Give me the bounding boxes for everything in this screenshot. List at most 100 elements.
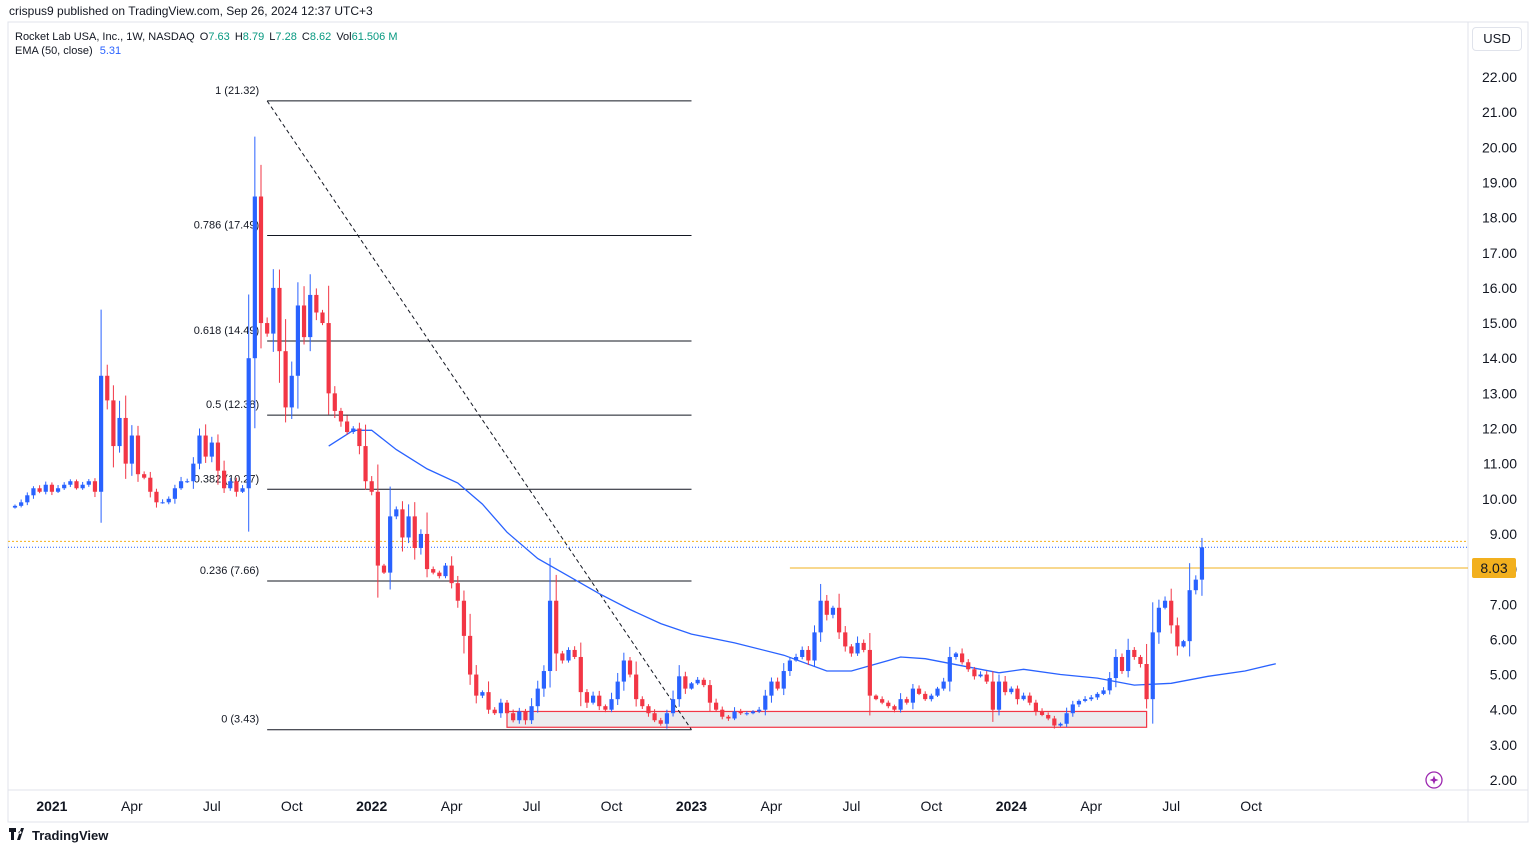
time-tick-label: Apr	[121, 798, 143, 814]
candle-body	[880, 699, 885, 703]
symbol-name[interactable]: Rocket Lab USA, Inc., 1W, NASDAQ	[15, 31, 195, 43]
candle-body	[886, 702, 891, 707]
fib-level-label: 0.618 (14.49)	[194, 325, 259, 337]
candle-body	[209, 442, 214, 457]
candle-body	[320, 312, 325, 324]
time-tick-label: Jul	[203, 798, 221, 814]
ema-row[interactable]: EMA (50, close) 5.31	[15, 44, 398, 58]
candle-body	[750, 711, 756, 714]
price-tick-label: 20.00	[1482, 139, 1517, 155]
candle-body	[1015, 688, 1020, 700]
candle-body	[99, 375, 104, 492]
price-tick-label: 18.00	[1482, 210, 1517, 226]
ema-line	[328, 429, 1276, 686]
candle-body	[1107, 678, 1112, 691]
candle-body	[578, 656, 583, 693]
candle-body	[658, 720, 663, 724]
tradingview-brand[interactable]: TradingView	[9, 828, 108, 843]
high-value: 8.79	[242, 31, 265, 43]
candle-body	[800, 649, 805, 657]
candle-body	[418, 533, 423, 549]
candle-body	[1199, 547, 1205, 580]
fib-level-label: 0.236 (7.66)	[200, 565, 259, 577]
candle-body	[68, 481, 73, 485]
candle-body	[178, 481, 184, 489]
candle-body	[849, 646, 854, 654]
candle-body	[1095, 693, 1100, 698]
chart-frame	[7, 21, 1529, 823]
candle-body	[597, 695, 602, 707]
ema-value: 5.31	[99, 45, 122, 57]
candle-body	[166, 498, 171, 503]
candle-body	[74, 481, 79, 489]
candle-body	[185, 481, 190, 483]
candle-body	[1144, 664, 1149, 700]
fib-level-label: 0.5 (12.38)	[206, 399, 259, 411]
candle-body	[375, 491, 380, 566]
candle-body	[781, 671, 786, 689]
candle-body	[1009, 688, 1014, 693]
time-tick-label: Jul	[523, 798, 541, 814]
candle-body	[234, 481, 239, 492]
candle-body	[498, 702, 503, 714]
candle-body	[763, 695, 768, 710]
candle-body	[855, 642, 860, 654]
candle-body	[1058, 723, 1063, 726]
candle-body	[910, 688, 915, 703]
candle-body	[215, 442, 221, 471]
candle-body	[1033, 702, 1038, 712]
candle-body	[1181, 641, 1186, 647]
candle-body	[443, 565, 448, 577]
candle-body	[689, 683, 694, 689]
candle-body	[1156, 607, 1161, 633]
candle-body	[634, 674, 639, 700]
candle-body	[431, 569, 436, 573]
candle-body	[406, 516, 411, 538]
candle-body	[135, 435, 141, 475]
candle-body	[603, 706, 608, 710]
time-tick-label: Apr	[1080, 798, 1102, 814]
resistance-price-badge	[1472, 558, 1516, 579]
candle-body	[1113, 656, 1118, 679]
candle-body	[566, 649, 571, 661]
candle-body	[160, 502, 165, 504]
candle-body	[338, 410, 344, 422]
candle-body	[117, 417, 122, 447]
candle-body	[726, 716, 731, 719]
candle-body	[301, 305, 307, 338]
volume-label: Vol	[336, 31, 352, 43]
candle-body	[246, 358, 251, 489]
candle-body	[738, 711, 743, 714]
publisher-line: crispus9 published on TradingView.com, S…	[9, 4, 373, 18]
open-label: O	[199, 31, 209, 43]
candle-body	[80, 484, 85, 489]
candle-body	[148, 477, 153, 492]
currency-button[interactable]: USD	[1472, 27, 1522, 51]
fib-level-label: 0 (3.43)	[221, 714, 259, 726]
candle-body	[1070, 704, 1075, 714]
candle-body	[720, 709, 725, 717]
candle-body	[289, 375, 294, 408]
candle-body	[1089, 697, 1094, 700]
candle-body	[308, 294, 313, 338]
price-tick-label: 5.00	[1490, 667, 1517, 683]
candle-body	[824, 600, 829, 615]
candle-body	[837, 607, 842, 633]
candle-body	[941, 681, 946, 689]
time-tick-label: Oct	[281, 798, 303, 814]
candle-body	[461, 600, 467, 636]
candle-body	[240, 488, 245, 492]
candle-body	[12, 505, 18, 508]
candle-body	[1039, 711, 1045, 715]
candle-body	[1162, 600, 1168, 608]
price-tick-label: 10.00	[1482, 491, 1517, 507]
price-tick-label: 12.00	[1482, 421, 1517, 437]
candle-body	[504, 702, 510, 714]
candle-body	[277, 287, 282, 352]
candle-body	[806, 649, 811, 661]
candle-body	[388, 516, 393, 573]
candle-body	[1101, 690, 1106, 694]
candle-body	[437, 572, 442, 577]
price-tick-label: 22.00	[1482, 69, 1517, 85]
